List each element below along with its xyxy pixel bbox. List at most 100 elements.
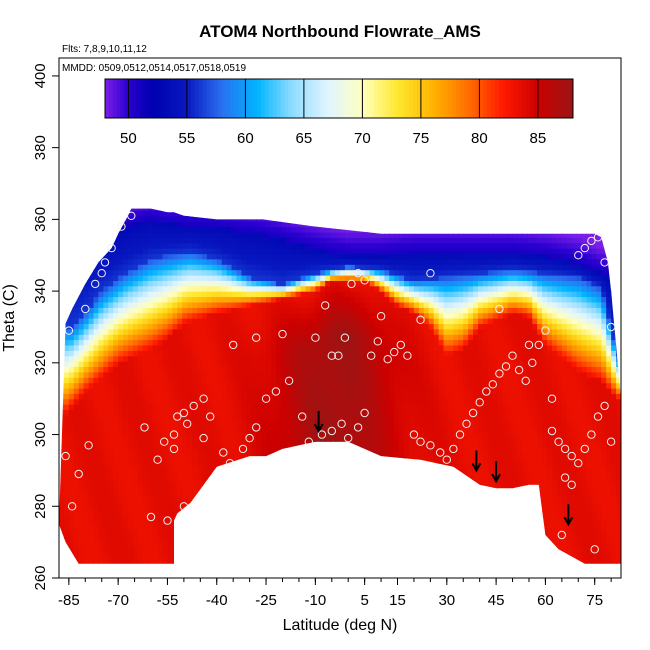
arrow-marker [471,450,482,473]
x-tick-label: 45 [488,592,505,609]
x-tick-label: 5 [360,592,368,609]
x-tick-label: 15 [389,592,406,609]
y-tick-label: 340 [32,279,49,304]
x-tick-label: -55 [157,592,179,609]
arrow-marker [313,410,324,433]
sample-point [284,376,294,385]
colorbar-tick-label: 70 [354,130,371,147]
sample-point [353,423,363,432]
sample-point [587,236,596,246]
x-tick-label: -70 [107,592,129,609]
sample-point [524,340,534,350]
plot-frame [58,57,622,579]
sample-point [508,351,517,360]
sample-point [327,426,336,436]
sample-point [304,437,313,446]
sample-point [91,279,100,289]
sample-point [442,455,451,464]
sample-point [455,430,465,439]
sample-point [367,351,376,360]
sample-point [327,351,336,360]
sample-point [340,333,350,342]
sample-point [169,430,179,439]
sample-point [179,408,189,418]
sample-point [107,243,116,253]
sample-point [495,369,504,378]
sample-point [271,387,281,396]
sample-point [528,358,537,367]
y-axis: 260 280 300 320 340 360 380 400 [32,63,59,591]
sample-point [557,530,566,540]
arrow-marker [491,461,501,484]
sample-point [449,444,458,454]
x-axis: -85 -70 -55 -40 -25 -10 5 15 30 45 60 75 [58,578,612,609]
x-tick-label: 75 [586,592,603,609]
flowrate-field [59,208,621,564]
sample-point [199,433,208,443]
sample-point [74,469,83,479]
sample-point [321,301,330,310]
y-tick-label: 380 [32,135,49,160]
y-tick-label: 280 [32,494,49,519]
sample-point [127,211,136,221]
sample-point [337,419,346,428]
sample-point [468,408,478,418]
colorbar-tick-label: 55 [179,130,196,147]
sample-point [590,545,599,554]
y-axis-label: Theta (C) [1,284,18,352]
sample-point [160,437,169,446]
colorbar-tick-label: 75 [413,130,430,147]
sample-point [416,437,425,446]
sample-point [574,459,583,468]
sample-point [252,333,261,342]
sample-point [146,512,156,522]
sample-point [593,233,603,242]
sample-point [376,312,386,321]
sample-point [64,326,74,335]
sample-point [383,355,392,364]
y-tick-label: 400 [32,63,49,88]
sample-point [225,459,235,468]
sample-point [360,276,369,285]
sample-point [311,333,320,342]
arrow-marker [563,504,574,527]
sample-point [183,419,192,428]
sample-point [360,408,369,418]
sample-point [206,412,215,421]
sample-point [475,398,484,407]
sample-point [514,365,524,375]
sample-point [593,412,603,421]
colorbar-tick-label: 50 [120,130,137,147]
sample-point [501,362,511,371]
sample-point [261,394,271,403]
sample-point [169,444,179,454]
sample-point [317,430,327,439]
x-axis-label: Latitude (deg N) [283,617,398,634]
sample-point [396,340,405,350]
sample-point [344,433,353,443]
sample-point [554,437,563,446]
sample-point [97,269,106,278]
x-tick-label: 30 [438,592,455,609]
y-tick-label: 360 [32,207,49,232]
sample-point [117,222,126,231]
x-tick-label: 60 [537,592,554,609]
x-tick-label: -25 [255,592,277,609]
sample-point [238,444,248,454]
sample-point [334,351,343,360]
sample-point [403,351,412,360]
colorbar-tick-label: 60 [237,130,254,147]
dates-label: MMDD: 0509,0512,0514,0517,0518,0519 [62,63,246,74]
sample-point [84,441,93,450]
sample-point [606,437,616,446]
sample-point [81,304,90,314]
sample-point [600,401,609,411]
sample-point [219,448,228,457]
colorbar-tick-label: 85 [530,130,547,147]
sample-point [189,401,198,411]
colorbar-tick-label: 80 [471,130,488,147]
flights-label: Flts: 7,8,9,10,11,12 [62,44,147,55]
sample-point [67,502,77,511]
sample-point [426,441,435,450]
